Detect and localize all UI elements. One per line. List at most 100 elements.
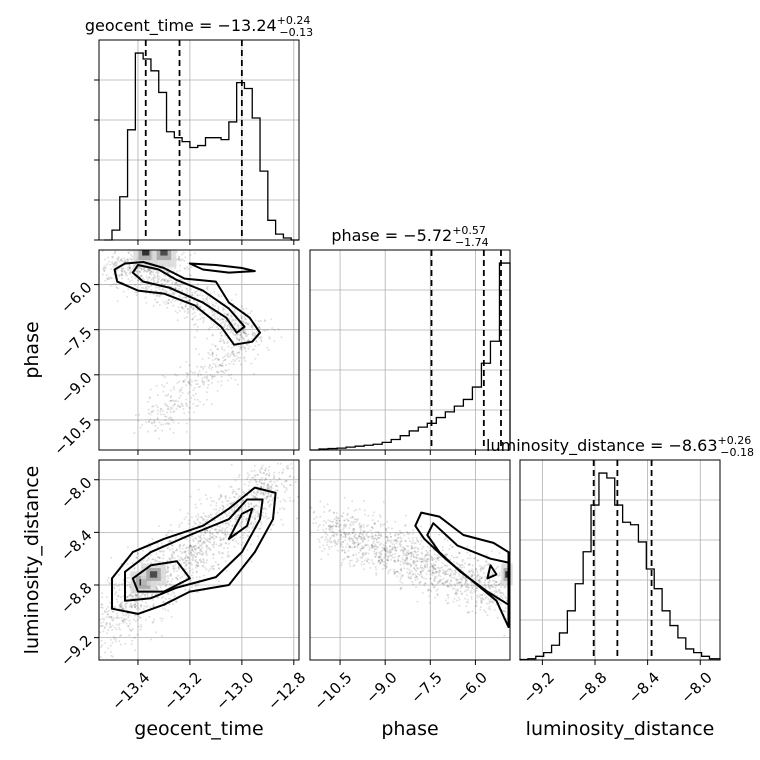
scatter-point	[169, 389, 172, 392]
scatter-point	[157, 596, 160, 599]
scatter-point	[343, 519, 346, 522]
scatter-point	[231, 490, 234, 493]
scatter-point	[213, 564, 215, 567]
scatter-point	[465, 605, 468, 607]
scatter-point	[484, 583, 486, 586]
scatter-point	[243, 356, 246, 359]
scatter-point	[210, 375, 213, 378]
scatter-point	[188, 531, 191, 534]
scatter-point	[232, 350, 235, 353]
scatter-point	[183, 380, 185, 383]
scatter-point	[446, 539, 449, 542]
contour-line	[188, 262, 256, 274]
scatter-point	[233, 355, 236, 358]
scatter-point	[269, 488, 272, 491]
scatter-point	[172, 551, 175, 554]
scatter-point	[167, 302, 170, 305]
scatter-point	[213, 508, 216, 511]
scatter-point	[119, 602, 122, 605]
scatter-point	[312, 522, 315, 525]
scatter-point	[194, 566, 197, 569]
scatter-point	[403, 547, 406, 550]
scatter-point	[236, 338, 239, 341]
scatter-point	[271, 483, 274, 486]
scatter-point	[208, 534, 211, 537]
scatter-point	[139, 283, 142, 286]
scatter-point	[151, 422, 154, 425]
scatter-point	[425, 549, 428, 552]
scatter-point	[180, 259, 183, 262]
scatter-point	[196, 570, 198, 573]
scatter-point	[220, 552, 223, 555]
scatter-point	[270, 487, 273, 490]
scatter-point	[202, 540, 205, 543]
scatter-point	[185, 430, 188, 433]
scatter-point	[420, 539, 423, 542]
scatter-point	[186, 557, 189, 559]
scatter-point	[201, 294, 204, 297]
scatter-point	[227, 328, 230, 331]
scatter-point	[149, 270, 152, 273]
scatter-point	[341, 558, 344, 561]
scatter-point	[231, 492, 234, 495]
scatter-point	[179, 264, 181, 267]
scatter-point	[433, 567, 436, 570]
scatter-point	[388, 551, 391, 554]
scatter-point	[217, 528, 220, 531]
scatter-point	[285, 487, 288, 490]
scatter-point	[262, 472, 265, 475]
scatter-point	[111, 260, 114, 263]
scatter-point	[480, 577, 483, 580]
scatter-point	[167, 417, 170, 420]
scatter-point	[107, 256, 110, 259]
scatter-point	[237, 339, 240, 342]
scatter-point	[184, 563, 187, 566]
scatter-point	[201, 522, 204, 525]
scatter-point	[416, 573, 419, 576]
scatter-point	[194, 556, 197, 559]
scatter-point	[497, 565, 500, 568]
scatter-point	[111, 655, 114, 658]
scatter-point	[115, 617, 118, 620]
scatter-point	[458, 563, 461, 566]
scatter-point	[128, 265, 131, 268]
scatter-point	[216, 317, 219, 320]
scatter-point	[170, 289, 173, 292]
scatter-point	[361, 533, 364, 536]
scatter-point	[355, 553, 358, 556]
scatter-point	[178, 269, 181, 272]
scatter-point	[353, 535, 356, 538]
scatter-point	[173, 292, 176, 295]
scatter-point	[398, 543, 401, 546]
scatter-point	[160, 634, 163, 637]
scatter-point	[491, 579, 494, 582]
scatter-point	[347, 556, 350, 559]
scatter-point	[346, 555, 349, 558]
scatter-point	[202, 319, 205, 322]
scatter-point	[197, 513, 200, 516]
scatter-point	[352, 532, 355, 535]
scatter-point	[154, 593, 157, 596]
scatter-point	[255, 511, 258, 514]
scatter-point	[324, 538, 327, 541]
scatter-point	[430, 555, 433, 558]
scatter-point	[213, 315, 216, 318]
scatter-point	[109, 263, 112, 266]
scatter-point	[365, 543, 368, 546]
scatter-point	[352, 528, 355, 531]
scatter-point	[255, 340, 258, 343]
scatter-point	[109, 638, 112, 641]
scatter-point	[160, 542, 163, 545]
scatter-point	[186, 571, 189, 574]
scatter-point	[176, 284, 179, 287]
scatter-point	[404, 561, 406, 564]
scatter-point	[238, 338, 241, 341]
scatter-point	[206, 288, 209, 291]
scatter-point	[387, 555, 390, 558]
scatter-point	[155, 301, 158, 304]
scatter-point	[353, 541, 355, 544]
scatter-point	[224, 495, 227, 498]
scatter-point	[489, 598, 492, 601]
scatter-point	[251, 326, 254, 329]
scatter-point	[465, 580, 467, 583]
